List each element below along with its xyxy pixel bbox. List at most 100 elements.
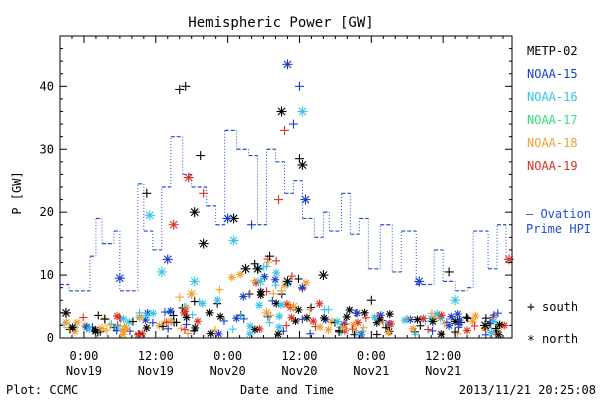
- legend-south-symbol: +: [527, 300, 535, 315]
- cloud-marker: [384, 328, 393, 337]
- cloud-marker: [246, 322, 255, 331]
- cloud-marker: [316, 323, 325, 332]
- cloud-marker: [272, 256, 281, 265]
- cloud-marker: [210, 325, 219, 334]
- x-tick-label-date: Nov19: [138, 364, 174, 378]
- data-point-north: [228, 235, 239, 246]
- data-point-south: [100, 314, 110, 324]
- y-tick-label: 20: [40, 205, 54, 219]
- cloud-marker: [406, 315, 415, 324]
- data-point-north: [114, 273, 125, 284]
- cloud-marker: [294, 274, 303, 283]
- x-tick-label-date: Nov21: [425, 364, 461, 378]
- cloud-marker: [250, 276, 259, 285]
- cloud-marker: [416, 321, 425, 330]
- cloud-marker: [134, 330, 143, 339]
- data-point-north: [261, 307, 272, 318]
- cloud-marker: [219, 316, 228, 325]
- cloud-marker: [182, 320, 191, 329]
- cloud-marker: [306, 329, 315, 338]
- cloud-marker: [493, 309, 502, 318]
- data-point-south: [175, 84, 185, 94]
- data-point-north: [252, 263, 263, 274]
- cloud-marker: [256, 287, 265, 296]
- cloud-marker: [385, 310, 394, 319]
- data-point-south: [247, 220, 257, 230]
- cloud-marker: [298, 315, 307, 324]
- cloud-marker: [269, 289, 278, 298]
- cloud-marker: [181, 325, 190, 334]
- cloud-marker: [181, 307, 190, 316]
- cloud-marker: [320, 313, 329, 322]
- cloud-marker: [342, 312, 351, 321]
- cloud-marker: [227, 273, 236, 282]
- cloud-marker: [309, 317, 318, 326]
- cloud-marker: [487, 328, 496, 337]
- data-point-north: [450, 295, 461, 306]
- cloud-marker: [491, 324, 500, 333]
- cloud-marker: [236, 270, 245, 279]
- cloud-marker: [454, 320, 463, 329]
- data-point-south: [444, 267, 454, 277]
- cloud-marker: [324, 305, 333, 314]
- data-point-north: [162, 254, 173, 265]
- x-tick-label-date: Nov20: [210, 364, 246, 378]
- cloud-marker: [164, 324, 173, 333]
- data-point-north: [282, 59, 293, 70]
- data-point-south: [181, 81, 191, 91]
- x-tick-label-date: Nov20: [281, 364, 317, 378]
- cloud-marker: [428, 326, 437, 335]
- cloud-marker: [177, 324, 186, 333]
- cloud-marker: [302, 278, 311, 287]
- cloud-marker: [419, 314, 428, 323]
- data-point-north: [198, 238, 209, 249]
- data-point-north: [480, 320, 491, 331]
- data-point-north: [414, 276, 425, 287]
- cloud-marker: [271, 281, 280, 290]
- cloud-marker: [265, 318, 274, 327]
- legend-entry: METP-02: [527, 44, 578, 58]
- x-axis: 0:00Nov1912:00Nov190:00Nov2012:00Nov200:…: [59, 36, 504, 378]
- y-tick-label: 30: [40, 142, 54, 156]
- cloud-marker: [437, 311, 446, 320]
- data-point-north: [183, 172, 194, 183]
- cloud-marker: [113, 312, 122, 321]
- cloud-marker: [198, 299, 207, 308]
- data-point-south: [366, 295, 376, 305]
- data-point-north: [240, 263, 251, 274]
- data-point-north: [222, 213, 233, 224]
- cloud-marker: [118, 326, 127, 335]
- y-tick-label: 40: [40, 79, 54, 93]
- chart-title: Hemispheric Power [GW]: [188, 15, 373, 31]
- cloud-marker: [62, 318, 71, 327]
- data-point-north: [318, 270, 329, 281]
- cloud-marker: [348, 325, 357, 334]
- cloud-marker: [162, 318, 171, 327]
- cloud-marker: [128, 317, 137, 326]
- x-tick-label-time: 0:00: [69, 349, 98, 363]
- cloud-marker: [119, 314, 128, 323]
- cloud-marker: [351, 308, 360, 317]
- data-point-north: [282, 276, 293, 287]
- footer-timestamp: 2013/11/21 20:25:08: [459, 383, 596, 397]
- cloud-marker: [264, 258, 273, 267]
- cloud-marker: [408, 324, 417, 333]
- x-tick-label-date: Nov19: [66, 364, 102, 378]
- cloud-marker: [287, 272, 296, 281]
- data-point-north: [189, 276, 200, 287]
- cloud-marker: [215, 285, 224, 294]
- cloud-marker: [93, 328, 102, 337]
- legend-entry: NOAA-15: [527, 67, 578, 81]
- cloud-marker: [275, 323, 284, 332]
- cloud-marker: [188, 310, 197, 319]
- legend-entry: NOAA-18: [527, 136, 578, 150]
- x-tick-label-date: Nov21: [353, 364, 389, 378]
- cloud-marker: [453, 309, 462, 318]
- cloud-marker: [272, 268, 281, 277]
- data-point-south: [277, 286, 287, 296]
- cloud-marker: [159, 322, 168, 331]
- x-tick-label-time: 12:00: [281, 349, 317, 363]
- data-point-north: [168, 219, 179, 230]
- data-point-north: [96, 323, 107, 334]
- cloud-marker: [306, 305, 315, 314]
